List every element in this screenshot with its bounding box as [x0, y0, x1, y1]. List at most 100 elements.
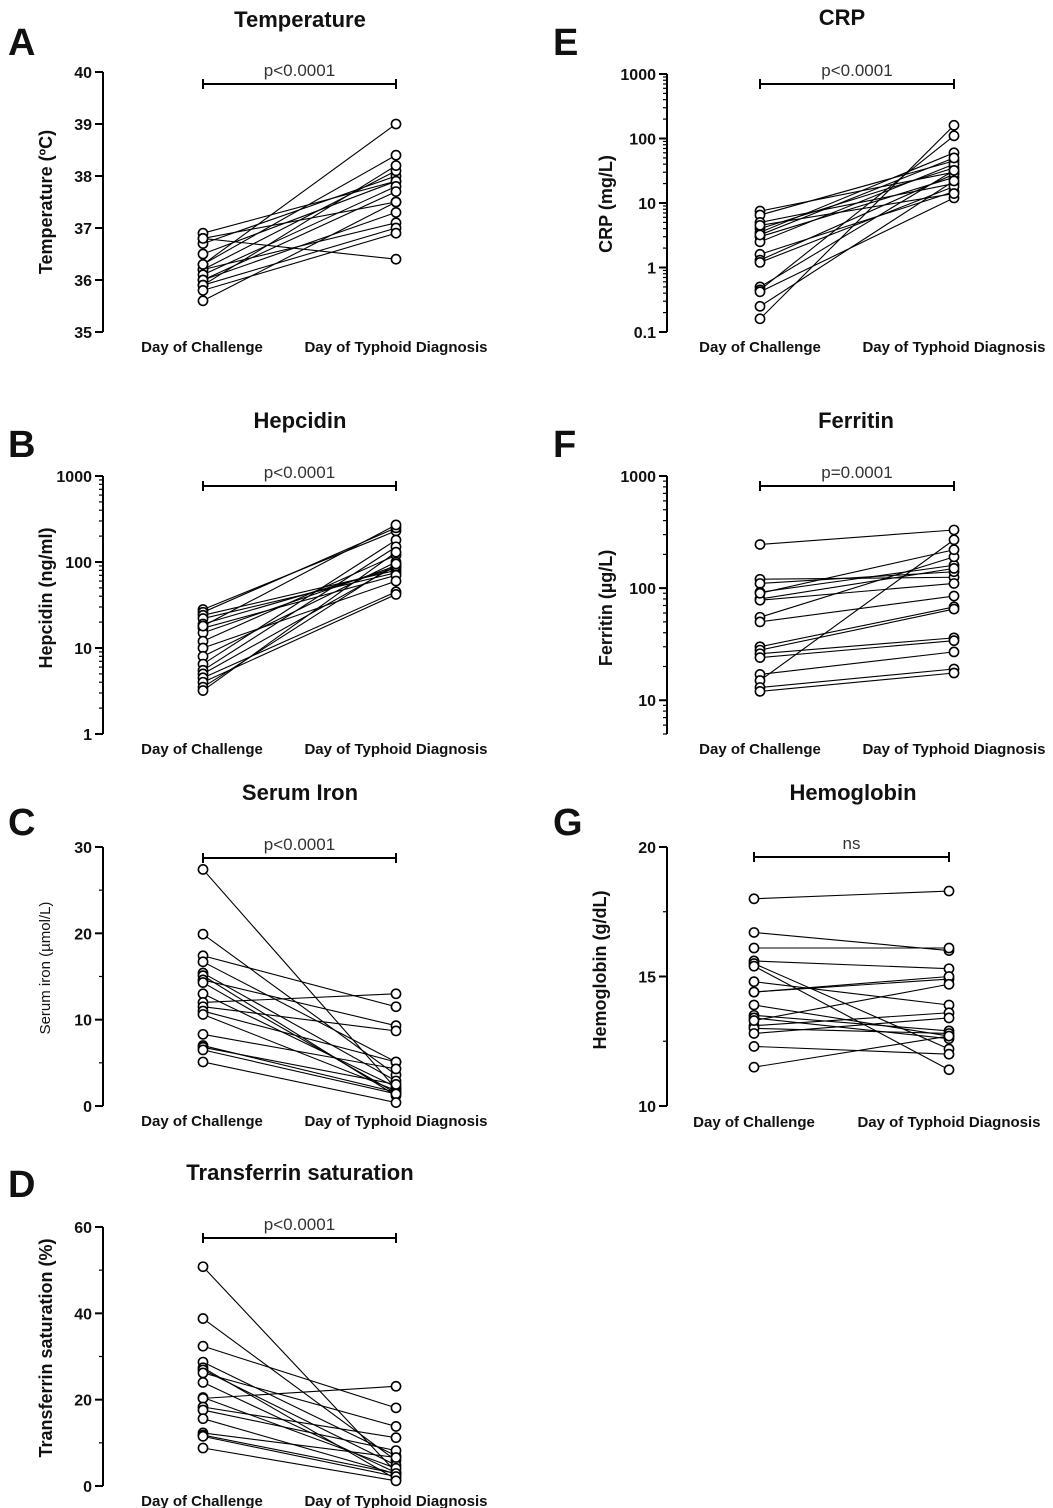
y-tick-label: 1 [83, 727, 92, 744]
y-tick-label: 60 [74, 1220, 92, 1237]
point-diagnosis [390, 1421, 402, 1432]
point-challenge [197, 258, 209, 270]
y-tick-label: 100 [629, 132, 656, 149]
point-challenge [748, 999, 760, 1011]
point-challenge [748, 960, 760, 972]
x-category-label: Day of Typhoid Diagnosis [304, 339, 487, 356]
point-diagnosis [948, 175, 960, 187]
subject-line [202, 1447, 397, 1482]
subject-line [753, 1014, 950, 1032]
point-diagnosis [948, 165, 960, 176]
subject-line [759, 668, 955, 689]
subject-line [202, 993, 397, 1003]
subject-line [202, 1432, 397, 1459]
point-diagnosis [948, 188, 960, 199]
panel-letter: B [8, 424, 35, 466]
point-diagnosis [390, 1432, 402, 1444]
panel-g: G Hemoglobin 10 15 20 Hemoglobin (g/dL) Day of… [553, 780, 1041, 1131]
significance-label: ns [843, 834, 861, 853]
point-challenge [754, 578, 766, 589]
point-challenge [197, 1392, 209, 1404]
chart-title: Transferrin saturation [186, 1160, 413, 1185]
subject-line [202, 1361, 397, 1457]
x-category-label: Day of Typhoid Diagnosis [857, 1114, 1040, 1131]
subject-line [202, 961, 397, 1063]
point-challenge [197, 1340, 209, 1352]
point-diagnosis [390, 118, 402, 130]
subject-line [202, 1381, 397, 1474]
point-challenge [754, 300, 766, 312]
point-diagnosis [948, 603, 960, 615]
panel-a: A Temperature 35 36 37 38 39 40 Temperature (ºC)… [8, 7, 488, 356]
subject-line [759, 167, 955, 230]
point-diagnosis [390, 227, 402, 239]
subject-line [202, 580, 397, 649]
subject-line [759, 180, 955, 307]
panel-d: D Transferrin saturation 0 20 40 60 Transferri… [8, 1160, 488, 1508]
subject-line [759, 157, 955, 236]
point-challenge [754, 219, 766, 231]
y-tick-label: 15 [638, 970, 656, 987]
point-diagnosis [390, 589, 402, 600]
y-axis-label: Transferrin saturation (%) [36, 1238, 56, 1457]
y-tick-label: 100 [65, 555, 92, 572]
point-diagnosis [943, 978, 955, 990]
subject-line [202, 1385, 397, 1399]
chart-title: Temperature [234, 7, 366, 32]
point-diagnosis [948, 590, 960, 602]
subject-line [202, 975, 397, 1097]
y-tick-label: 38 [74, 169, 92, 186]
y-tick-label: 10 [638, 693, 656, 710]
y-axis-label: Temperature (ºC) [36, 130, 56, 274]
point-diagnosis [948, 578, 960, 589]
subject-line [759, 651, 955, 675]
subject-line [753, 1027, 950, 1035]
point-challenge [197, 1056, 209, 1068]
subject-line [202, 1010, 397, 1063]
subject-line [202, 180, 397, 234]
subject-line [202, 1006, 397, 1032]
y-tick-label: 0 [83, 1099, 92, 1116]
point-challenge [197, 928, 209, 940]
subject-line [202, 1409, 397, 1452]
point-challenge [748, 1041, 760, 1052]
y-tick-label: 36 [74, 273, 92, 290]
point-challenge [197, 1313, 209, 1324]
subject-line [202, 1435, 397, 1478]
panel-letter: F [553, 424, 576, 466]
significance-label: p<0.0001 [264, 463, 335, 482]
subject-line [753, 963, 950, 1050]
point-diagnosis [948, 562, 960, 574]
point-diagnosis [948, 130, 960, 142]
subject-line [759, 539, 955, 681]
subject-line [202, 232, 397, 291]
point-diagnosis [390, 149, 402, 161]
subject-line [202, 933, 397, 1076]
subject-line [202, 227, 397, 286]
subject-line [202, 869, 397, 1090]
subject-line [753, 1012, 950, 1027]
y-tick-label: 20 [74, 926, 92, 943]
point-diagnosis [390, 1088, 402, 1100]
y-tick-label: 37 [74, 221, 92, 238]
point-diagnosis [948, 635, 960, 647]
subject-line [202, 1396, 397, 1469]
x-category-label: Day of Typhoid Diagnosis [862, 741, 1045, 758]
point-challenge [748, 1061, 760, 1073]
subject-line [759, 135, 955, 291]
subject-line [759, 567, 955, 600]
y-tick-label: 1000 [56, 469, 92, 486]
y-tick-label: 20 [74, 1393, 92, 1410]
y-tick-label: 40 [74, 1306, 92, 1323]
point-challenge [748, 1028, 760, 1039]
point-diagnosis [390, 1079, 402, 1090]
point-challenge [754, 652, 766, 664]
significance-label: p<0.0001 [264, 835, 335, 854]
point-challenge [197, 1430, 209, 1442]
point-diagnosis [943, 942, 955, 954]
x-category-label: Day of Challenge [141, 1493, 263, 1508]
x-category-label: Day of Typhoid Diagnosis [304, 1493, 487, 1508]
panel-letter: A [8, 22, 35, 64]
subject-line [202, 993, 397, 1088]
subject-line [202, 524, 397, 627]
